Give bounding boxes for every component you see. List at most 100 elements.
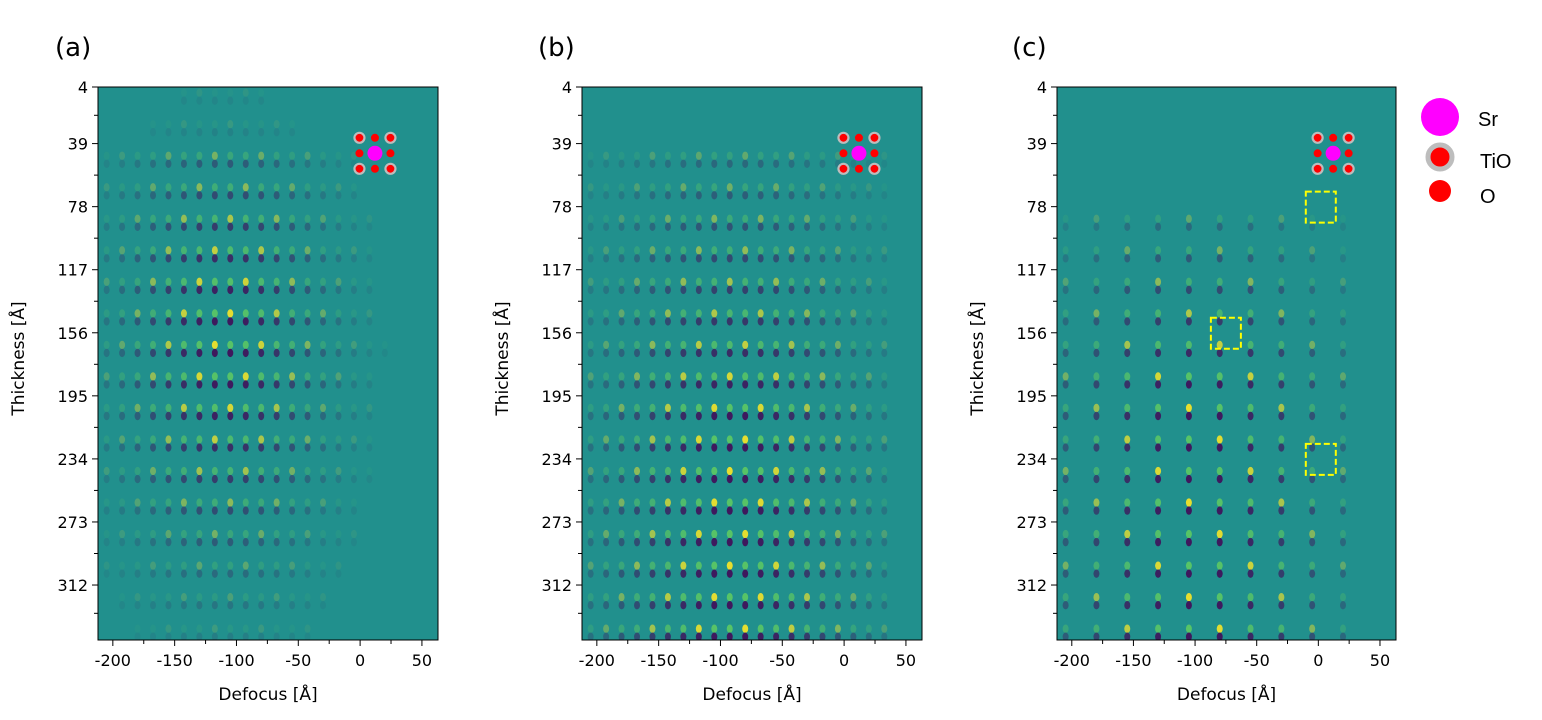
- tio-atom-icon: [1342, 131, 1355, 144]
- x-tick-label: -50: [769, 651, 795, 670]
- o-atom-icon: [1329, 164, 1338, 173]
- y-tick-label: 78: [1027, 198, 1047, 217]
- panel-3: (c) -200 -150 -100 -50 0 50 4 39 78 117 156 195 234 27…: [966, 33, 1397, 705]
- legend-label-o: O: [1480, 186, 1496, 208]
- tio-atom-icon: [1342, 162, 1355, 175]
- legend-item-tio: TiO: [1425, 142, 1511, 173]
- sr-icon: [1421, 98, 1459, 136]
- x-tick-label: -200: [1054, 651, 1090, 670]
- y-tick-label: 117: [541, 261, 572, 280]
- y-tick-label: 234: [1016, 450, 1047, 469]
- y-axis-label: Thickness [Å]: [491, 301, 513, 416]
- plot-frame: [581, 86, 923, 641]
- y-tick-label: 78: [68, 198, 88, 217]
- tio-atom-icon: [384, 162, 397, 175]
- o-atom-icon: [386, 149, 395, 158]
- contrast-pattern: [1062, 214, 1346, 640]
- y-tick-label: 78: [552, 198, 572, 217]
- panel-1: (a) -200 -150 -100 -50 0 50 4 39 78 117 156 195 234 27…: [7, 33, 439, 705]
- y-tick-label: 195: [57, 387, 88, 406]
- unit-cell-inset: [837, 131, 881, 175]
- tio-atom-icon: [868, 162, 881, 175]
- tio-atom-icon: [353, 131, 366, 144]
- o-icon: [1429, 180, 1451, 202]
- x-tick-label: -150: [640, 651, 676, 670]
- unit-cell-inset: [353, 131, 397, 175]
- o-atom-icon: [355, 149, 364, 158]
- o-atom-icon: [854, 133, 863, 142]
- x-tick-label: -200: [95, 651, 131, 670]
- sr-atom-icon: [367, 145, 383, 161]
- o-atom-icon: [854, 164, 863, 173]
- x-tick-label: -100: [702, 651, 738, 670]
- unit-cell-inset: [1311, 131, 1355, 175]
- x-axis-label: Defocus [Å]: [218, 683, 317, 705]
- plot-background: [1057, 87, 1396, 640]
- x-tick-label: 0: [1313, 651, 1323, 670]
- plot-background: [98, 87, 438, 640]
- tio-icon: [1425, 142, 1455, 172]
- plot-frame: [97, 86, 439, 641]
- x-tick-label: -50: [285, 651, 311, 670]
- tio-atom-icon: [868, 131, 881, 144]
- x-tick-label: -100: [218, 651, 254, 670]
- legend-label-tio: TiO: [1480, 151, 1511, 173]
- y-tick-label: 234: [541, 450, 572, 469]
- o-atom-icon: [370, 164, 379, 173]
- x-tick-label: -100: [1177, 651, 1213, 670]
- y-tick-label: 4: [1037, 78, 1047, 97]
- contrast-pattern: [103, 88, 388, 640]
- y-axis-label: Thickness [Å]: [7, 301, 29, 416]
- tio-atom-icon: [837, 162, 850, 175]
- legend-item-sr: Sr: [1421, 98, 1498, 136]
- x-tick-label: 0: [355, 651, 365, 670]
- o-atom-icon: [370, 133, 379, 142]
- y-tick-label: 4: [562, 78, 572, 97]
- x-axis-label: Defocus [Å]: [702, 683, 801, 705]
- panel-label: (c): [1012, 33, 1047, 63]
- sr-atom-icon: [851, 145, 867, 161]
- plot-background: [582, 87, 922, 640]
- tio-atom-icon: [353, 162, 366, 175]
- x-tick-label: -200: [579, 651, 615, 670]
- x-tick-label: -150: [1115, 651, 1151, 670]
- x-tick-label: 50: [896, 651, 916, 670]
- y-tick-label: 273: [57, 513, 88, 532]
- o-atom-icon: [839, 149, 848, 158]
- sr-atom-icon: [1325, 145, 1341, 161]
- x-tick-label: -150: [156, 651, 192, 670]
- x-tick-label: 50: [1370, 651, 1390, 670]
- panel-2: (b) -200 -150 -100 -50 0 50 4 39 78 117 156 195 234 27…: [491, 33, 923, 705]
- y-tick-label: 312: [1016, 576, 1047, 595]
- marker-box: [1209, 316, 1242, 350]
- y-tick-label: 234: [57, 450, 88, 469]
- o-atom-icon: [1329, 133, 1338, 142]
- y-tick-label: 156: [1016, 324, 1047, 343]
- tio-atom-icon: [1311, 131, 1324, 144]
- y-tick-label: 39: [552, 135, 572, 154]
- x-tick-label: 0: [839, 651, 849, 670]
- legend: Sr TiO O: [1421, 98, 1511, 208]
- y-tick-label: 39: [68, 135, 88, 154]
- y-tick-label: 312: [541, 576, 572, 595]
- plot-frame: [1056, 86, 1397, 641]
- y-tick-label: 117: [57, 261, 88, 280]
- y-tick-label: 195: [541, 387, 572, 406]
- panels: (a) -200 -150 -100 -50 0 50 4 39 78 117 156 195 234 27…: [7, 33, 1397, 705]
- panel-label: (b): [538, 33, 575, 63]
- y-tick-label: 117: [1016, 261, 1047, 280]
- y-tick-label: 273: [541, 513, 572, 532]
- x-tick-label: -50: [1244, 651, 1270, 670]
- y-axis-label: Thickness [Å]: [966, 301, 988, 416]
- y-tick-label: 273: [1016, 513, 1047, 532]
- legend-item-o: O: [1429, 180, 1496, 208]
- contrast-pattern: [587, 151, 888, 640]
- tio-atom-icon: [837, 131, 850, 144]
- y-tick-label: 312: [57, 576, 88, 595]
- tio-atom-icon: [1311, 162, 1324, 175]
- y-tick-label: 4: [78, 78, 88, 97]
- x-tick-label: 50: [412, 651, 432, 670]
- o-atom-icon: [870, 149, 879, 158]
- marker-box: [1304, 442, 1337, 476]
- y-tick-label: 156: [57, 324, 88, 343]
